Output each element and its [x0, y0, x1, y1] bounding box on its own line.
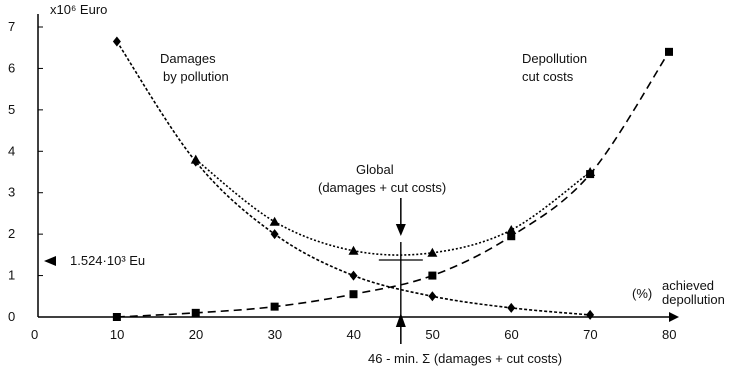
series-1-point-2 — [270, 302, 279, 311]
series-0-point-5 — [507, 302, 516, 313]
series-1-point-1 — [191, 308, 200, 317]
series-2-point-4 — [506, 225, 517, 234]
y-tick-label-5: 5 — [8, 102, 15, 117]
series-0-point-2 — [270, 229, 279, 240]
x-tick-label-50: 50 — [425, 327, 439, 342]
series-label-depollution-line1: Depollution — [522, 51, 587, 66]
optimum-x-label: 46 - min. Σ (damages + cut costs) — [368, 351, 562, 366]
series-label-global-line1: Global — [356, 162, 394, 177]
series-label-damages-line1: Damages — [160, 51, 216, 66]
series-2-point-1 — [269, 216, 280, 226]
optimum-cost-arrow — [44, 256, 56, 267]
series-markers — [112, 36, 673, 321]
y-tick-label-4: 4 — [8, 143, 15, 158]
y-tick-label-2: 2 — [8, 226, 15, 241]
x-tick-label-70: 70 — [583, 327, 597, 342]
y-tick-label-1: 1 — [8, 268, 15, 283]
series-label-depollution-line2: cut costs — [522, 69, 574, 84]
x-axis-label-line2: depollution — [662, 292, 725, 307]
x-tick-label-80: 80 — [662, 327, 676, 342]
x-tick-label-30: 30 — [268, 327, 282, 342]
x-axis-label-line1: achieved — [662, 278, 714, 293]
series-2-point-5 — [585, 167, 596, 176]
x-tick-labels: 0 10 20 30 40 50 60 70 80 — [31, 327, 676, 342]
series-1-point-4 — [428, 271, 437, 280]
optimum-cost-label: 1.524·10³ Eu — [70, 253, 145, 268]
series-2-point-0 — [190, 154, 201, 164]
series-line-0 — [116, 41, 591, 316]
series-line-2 — [195, 158, 591, 256]
series-1-point-7 — [665, 47, 673, 56]
y-tick-label-0: 0 — [8, 309, 15, 324]
series-1-point-5 — [507, 232, 516, 241]
y-tick-label-3: 3 — [8, 185, 15, 200]
x-axis-label-percent: (%) — [632, 286, 652, 301]
x-tick-label-40: 40 — [347, 327, 361, 342]
y-tick-labels: 0 1 2 3 4 5 6 7 — [8, 19, 43, 324]
series-0-point-6 — [586, 309, 595, 320]
x-tick-label-20: 20 — [189, 327, 203, 342]
series-0-point-4 — [428, 291, 437, 302]
series-0-point-0 — [112, 36, 121, 47]
x-axis-arrow — [669, 312, 679, 322]
series-0-point-3 — [349, 270, 358, 281]
series-2-point-2 — [348, 245, 359, 255]
series-label-global-line2: (damages + cut costs) — [318, 180, 446, 195]
optimum-down-arrow-head — [395, 224, 406, 236]
series-1-point-3 — [349, 290, 358, 299]
y-tick-label-6: 6 — [8, 60, 15, 75]
series-1-point-0 — [112, 313, 121, 321]
y-axis-label: x10⁶ Euro — [50, 2, 107, 17]
optimum-up-arrow-head — [395, 313, 406, 327]
x-tick-label-60: 60 — [504, 327, 518, 342]
y-tick-label-7: 7 — [8, 19, 15, 34]
optimum-markers — [44, 198, 423, 344]
x-tick-label-10: 10 — [110, 327, 124, 342]
series-2-point-3 — [427, 247, 438, 257]
x-tick-label-0: 0 — [31, 327, 38, 342]
series-label-damages-line2: by pollution — [163, 69, 229, 84]
